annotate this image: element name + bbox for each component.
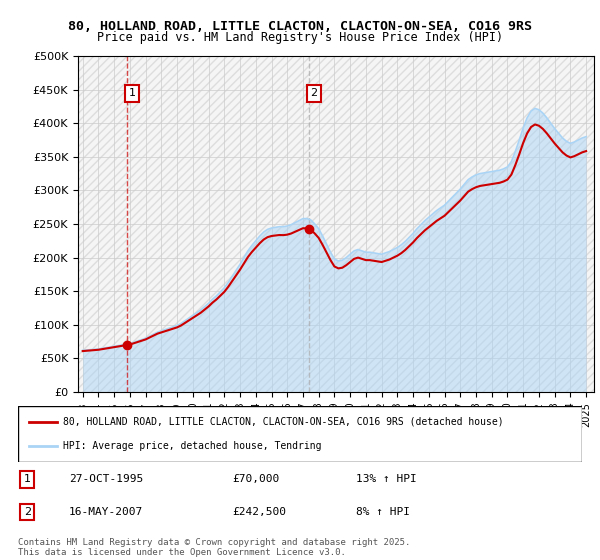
Text: 27-OCT-1995: 27-OCT-1995 <box>69 474 143 484</box>
Text: £242,500: £242,500 <box>232 507 286 517</box>
Text: £70,000: £70,000 <box>232 474 280 484</box>
Text: 80, HOLLAND ROAD, LITTLE CLACTON, CLACTON-ON-SEA, CO16 9RS: 80, HOLLAND ROAD, LITTLE CLACTON, CLACTO… <box>68 20 532 32</box>
Text: 16-MAY-2007: 16-MAY-2007 <box>69 507 143 517</box>
Text: 2: 2 <box>23 507 31 517</box>
Text: 1: 1 <box>23 474 31 484</box>
Text: 8% ↑ HPI: 8% ↑ HPI <box>356 507 410 517</box>
Text: 13% ↑ HPI: 13% ↑ HPI <box>356 474 417 484</box>
Text: Contains HM Land Registry data © Crown copyright and database right 2025.
This d: Contains HM Land Registry data © Crown c… <box>18 538 410 557</box>
FancyBboxPatch shape <box>18 406 582 462</box>
Text: HPI: Average price, detached house, Tendring: HPI: Average price, detached house, Tend… <box>63 441 322 451</box>
Text: 1: 1 <box>128 88 136 99</box>
Text: Price paid vs. HM Land Registry's House Price Index (HPI): Price paid vs. HM Land Registry's House … <box>97 31 503 44</box>
Text: 2: 2 <box>310 88 317 99</box>
Text: 80, HOLLAND ROAD, LITTLE CLACTON, CLACTON-ON-SEA, CO16 9RS (detached house): 80, HOLLAND ROAD, LITTLE CLACTON, CLACTO… <box>63 417 504 427</box>
